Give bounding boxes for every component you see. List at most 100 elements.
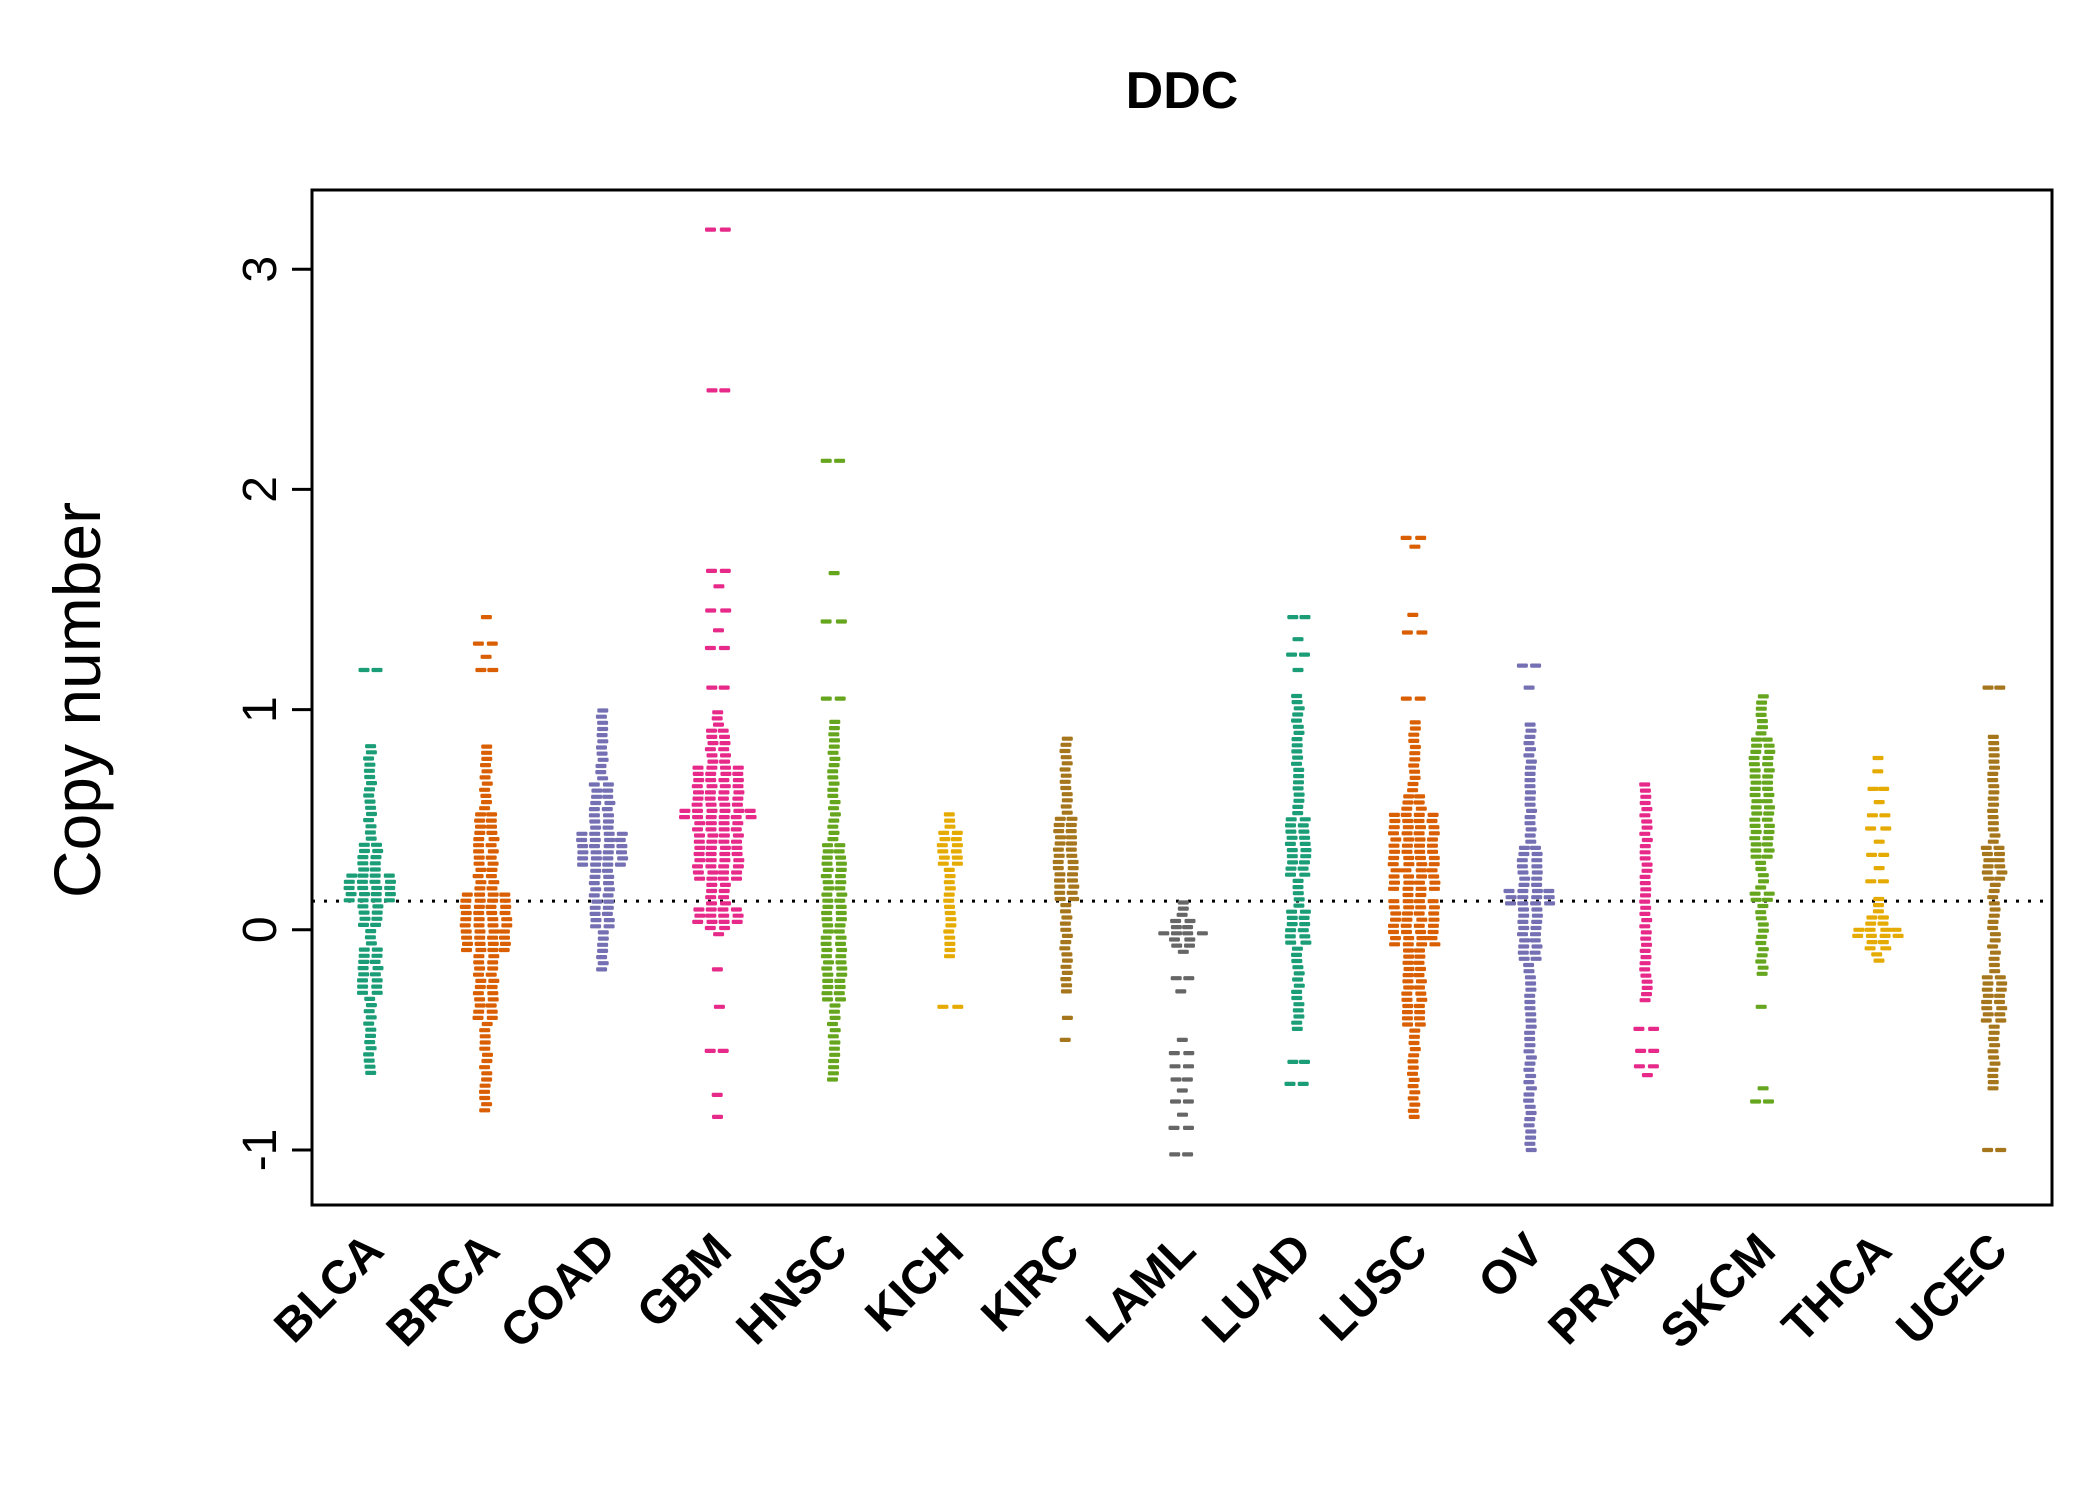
data-dash xyxy=(1524,999,1536,1005)
data-dash xyxy=(1517,932,1528,937)
data-dash xyxy=(1503,888,1515,894)
data-dash xyxy=(1293,780,1304,785)
data-dash xyxy=(1413,973,1425,978)
data-dash xyxy=(1292,804,1304,809)
data-dash xyxy=(1291,958,1303,964)
data-dash xyxy=(1426,936,1438,941)
data-dash xyxy=(1989,882,2001,887)
data-dash xyxy=(1426,843,1438,848)
data-dash xyxy=(1749,823,1761,828)
data-dash xyxy=(1293,706,1305,711)
data-dash xyxy=(1518,845,1530,850)
data-dash xyxy=(1055,835,1066,840)
data-dash xyxy=(1878,852,1890,857)
violin-OV xyxy=(1503,663,1556,1153)
data-dash xyxy=(1390,936,1401,941)
data-dash xyxy=(1428,862,1440,867)
data-dash xyxy=(720,608,732,613)
data-dash xyxy=(370,892,382,897)
data-dash xyxy=(474,886,486,891)
data-dash xyxy=(365,836,377,841)
data-dash xyxy=(1158,931,1170,936)
data-dash xyxy=(1297,1081,1309,1086)
x-category-label-LUSC: LUSC xyxy=(1309,1223,1437,1351)
data-dash xyxy=(705,608,717,613)
y-tick-label: 3 xyxy=(234,256,287,283)
data-dash xyxy=(679,815,690,820)
data-dash xyxy=(828,1065,840,1070)
data-dash xyxy=(945,923,957,928)
data-dash xyxy=(692,808,703,813)
data-dash xyxy=(1067,872,1078,877)
data-dash xyxy=(1403,966,1415,972)
data-dash xyxy=(1871,952,1883,957)
data-dash xyxy=(1183,1051,1195,1056)
data-dash xyxy=(1983,858,1995,863)
data-dash xyxy=(1516,858,1528,863)
data-dash xyxy=(473,849,485,854)
data-dash xyxy=(692,771,704,776)
data-dash xyxy=(486,867,498,872)
x-category-label-HNSC: HNSC xyxy=(725,1223,857,1355)
data-dash xyxy=(460,910,472,916)
data-dash xyxy=(1061,736,1073,741)
data-dash xyxy=(1170,976,1182,981)
data-dash xyxy=(1988,753,2000,758)
data-dash xyxy=(357,855,369,860)
data-dash xyxy=(1415,892,1427,898)
data-dash xyxy=(694,833,705,838)
data-dash xyxy=(1763,891,1775,896)
data-dash xyxy=(1525,765,1536,770)
data-dash xyxy=(820,941,832,946)
data-dash xyxy=(474,966,486,971)
data-dash xyxy=(481,769,493,774)
data-dash xyxy=(369,879,381,884)
data-dash xyxy=(1409,1028,1421,1033)
data-dash xyxy=(1525,1147,1537,1153)
data-dash xyxy=(1291,1020,1303,1025)
data-dash xyxy=(1059,779,1071,784)
data-dash xyxy=(1750,749,1762,754)
data-dash xyxy=(827,775,839,780)
data-dash xyxy=(1525,759,1537,764)
data-dash xyxy=(577,850,589,855)
data-dash xyxy=(951,830,963,835)
data-dash xyxy=(1751,737,1762,742)
data-dash xyxy=(828,1009,840,1014)
data-dash xyxy=(1426,868,1438,873)
data-dash xyxy=(1982,993,1994,998)
data-dash xyxy=(1407,1059,1419,1064)
data-dash xyxy=(945,917,957,922)
data-dash xyxy=(486,910,498,916)
data-dash xyxy=(1401,997,1413,1002)
data-dash xyxy=(499,892,511,897)
data-dash xyxy=(1755,860,1767,865)
data-dash xyxy=(821,910,833,916)
data-dash xyxy=(1873,800,1885,805)
data-dash xyxy=(358,922,369,927)
data-dash xyxy=(719,388,731,393)
data-dash xyxy=(365,1003,377,1008)
data-dash xyxy=(1401,630,1413,635)
data-dash xyxy=(706,753,718,758)
data-dash xyxy=(1865,933,1877,938)
data-dash xyxy=(713,584,725,589)
data-dash xyxy=(486,1009,498,1014)
data-dash xyxy=(473,855,485,860)
data-dash xyxy=(486,830,498,835)
data-dash xyxy=(1750,805,1762,810)
data-dash xyxy=(944,954,955,959)
data-dash xyxy=(1427,812,1439,817)
data-dash xyxy=(1641,992,1652,997)
data-dash xyxy=(1388,831,1399,836)
data-dash xyxy=(1413,960,1425,965)
data-dash xyxy=(1402,960,1414,965)
data-dash xyxy=(499,898,511,903)
data-dash xyxy=(1407,1071,1418,1076)
data-dash xyxy=(1988,888,2000,894)
data-dash xyxy=(707,870,719,875)
data-dash xyxy=(1639,856,1651,861)
data-dash xyxy=(719,784,731,789)
data-dash xyxy=(827,750,839,755)
data-dash xyxy=(719,808,731,813)
